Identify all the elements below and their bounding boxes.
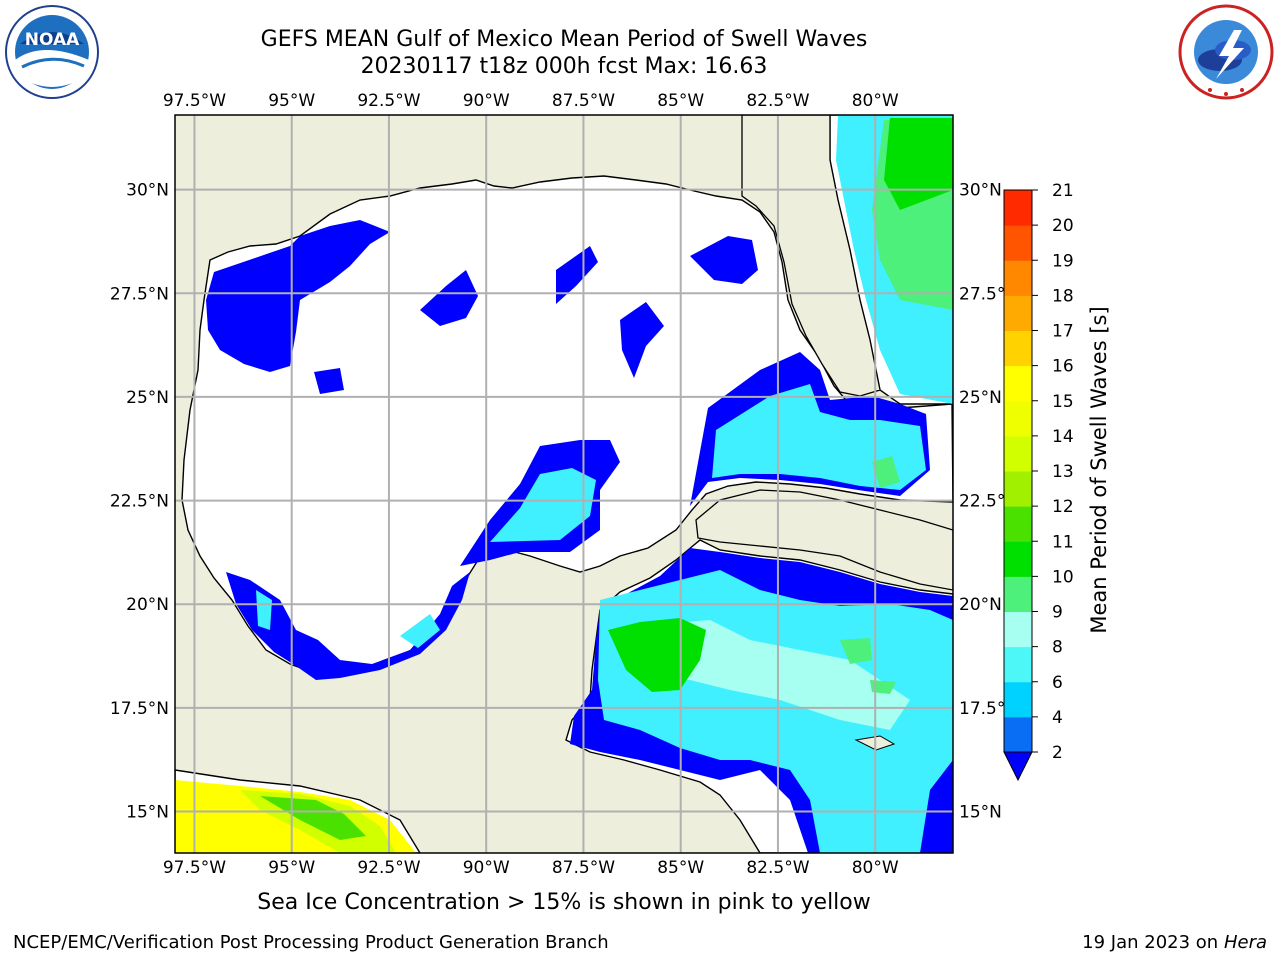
latitude-label: 22.5°N xyxy=(959,492,1018,512)
florida-peninsula xyxy=(741,115,881,397)
colorbar-swatch xyxy=(1004,541,1032,577)
graticule xyxy=(175,115,953,853)
cyan-region-yucatan xyxy=(490,468,596,542)
svg-text:NOAA: NOAA xyxy=(25,30,80,50)
colorbar-tick-label: 19 xyxy=(1052,251,1074,271)
noaa-logo: NOAA xyxy=(2,4,102,100)
latitude-labels-right: 30°N 27.5°N 25°N 22.5°N 20°N 17.5°N 15°N xyxy=(959,181,1018,823)
longitude-label: 80°W xyxy=(852,91,899,111)
longitude-label: 80°W xyxy=(852,858,899,878)
cuba-island xyxy=(695,489,953,591)
colorbar-tick-label: 17 xyxy=(1052,322,1074,342)
longitude-label: 87.5°W xyxy=(552,91,615,111)
colorbar-tick-label: 4 xyxy=(1052,708,1063,728)
longitude-label: 85°W xyxy=(657,858,704,878)
colorbar-tick-label: 21 xyxy=(1052,181,1074,201)
longitude-label: 85°W xyxy=(657,91,704,111)
sea-ice-caption: Sea Ice Concentration > 15% is shown in … xyxy=(257,890,871,915)
colorbar-tick-label: 13 xyxy=(1052,462,1074,482)
colorbar-swatch xyxy=(1004,400,1032,437)
colorbar-tick-label: 11 xyxy=(1052,532,1074,552)
latitude-label: 30°N xyxy=(959,181,1002,201)
colorbar-swatch xyxy=(1004,506,1032,542)
colorbar-tick-label: 12 xyxy=(1052,497,1074,517)
colorbar-tick-label: 6 xyxy=(1052,673,1063,693)
colorbar-swatch xyxy=(1004,190,1032,226)
latitude-label: 22.5°N xyxy=(110,492,169,512)
latitude-label: 17.5°N xyxy=(110,699,169,719)
map-title: GEFS MEAN Gulf of Mexico Mean Period of … xyxy=(260,27,868,52)
low-period-region-western-shelf xyxy=(206,220,390,372)
footer-host: Hera xyxy=(1223,932,1267,953)
colorbar-tick-label: 15 xyxy=(1052,392,1074,412)
colorbar-tick-label: 8 xyxy=(1052,638,1063,658)
longitude-label: 92.5°W xyxy=(357,91,420,111)
colorbar-swatch xyxy=(1004,576,1032,612)
low-period-region-bay-of-campeche xyxy=(226,572,470,680)
colorbar-swatch xyxy=(1004,260,1032,296)
light-green-region-caribbean xyxy=(840,638,896,694)
longitude-label: 82.5°W xyxy=(746,858,809,878)
footer-credit: NCEP/EMC/Verification Post Processing Pr… xyxy=(13,932,609,953)
green-region-pacific xyxy=(260,796,366,840)
colorbar-swatch xyxy=(1004,295,1032,331)
longitude-labels-top: 97.5°W 95°W 92.5°W 90°W 87.5°W 85°W 82.5°W 80°W xyxy=(163,91,899,111)
colorbar-swatch xyxy=(1004,646,1032,683)
latitude-label: 25°N xyxy=(126,388,169,408)
green-region-atlantic xyxy=(884,118,953,210)
colorbar-swatch xyxy=(1004,365,1032,402)
colorbar-tick-label: 2 xyxy=(1052,743,1063,763)
map-frame xyxy=(174,114,954,854)
colorbar-swatch xyxy=(1004,611,1032,648)
latitude-label: 25°N xyxy=(959,388,1002,408)
latitude-label: 15°N xyxy=(959,803,1002,823)
footer-date-text: 19 Jan 2023 on xyxy=(1082,932,1224,953)
longitude-label: 95°W xyxy=(268,91,315,111)
colorbar-tick-label: 10 xyxy=(1052,567,1074,587)
footer-date: 19 Jan 2023 on Hera xyxy=(1082,932,1267,953)
colorbar: 2 4 6 8 9 10 11 12 13 14 15 16 17 18 19 20 21 xyxy=(1003,181,1074,782)
longitude-label: 90°W xyxy=(463,858,510,878)
latitude-label: 27.5°N xyxy=(959,284,1018,304)
longitude-label: 97.5°W xyxy=(163,91,226,111)
colorbar-tick-label: 16 xyxy=(1052,357,1074,377)
low-period-region-central-blobs xyxy=(314,236,758,394)
latitude-label: 15°N xyxy=(126,803,169,823)
colorbar-extend-min xyxy=(1003,751,1033,782)
colorbar-swatch xyxy=(1004,330,1032,367)
colorbar-label: Mean Period of Swell Waves [s] xyxy=(1087,306,1111,633)
colorbar-tick-label: 20 xyxy=(1052,216,1074,236)
latitude-label: 20°N xyxy=(126,595,169,615)
colorbar-tick-label: 9 xyxy=(1052,603,1063,623)
longitude-labels-bottom: 97.5°W 95°W 92.5°W 90°W 87.5°W 85°W 82.5°W 80°W xyxy=(163,858,899,878)
nws-logo xyxy=(1176,4,1276,100)
latitude-label: 27.5°N xyxy=(110,284,169,304)
colorbar-swatch xyxy=(1004,681,1032,718)
colorbar-swatch xyxy=(1004,471,1032,507)
map-subtitle: 20230117 t18z 000h fcst Max: 16.63 xyxy=(360,54,768,79)
latitude-labels-left: 30°N 27.5°N 25°N 22.5°N 20°N 17.5°N 15°N xyxy=(110,181,169,823)
cyan-region-campeche xyxy=(256,590,440,648)
colorbar-swatch xyxy=(1004,435,1032,472)
latitude-label: 20°N xyxy=(959,595,1002,615)
latitude-label: 17.5°N xyxy=(959,699,1018,719)
colorbar-swatch xyxy=(1004,716,1032,753)
longitude-label: 95°W xyxy=(268,858,315,878)
longitude-label: 97.5°W xyxy=(163,858,226,878)
colorbar-swatch xyxy=(1004,225,1032,261)
longitude-label: 82.5°W xyxy=(746,91,809,111)
swell-period-field xyxy=(175,115,953,853)
gulf-of-mexico xyxy=(181,175,953,673)
longitude-label: 92.5°W xyxy=(357,858,420,878)
longitude-label: 90°W xyxy=(463,91,510,111)
green-region-florida-straits xyxy=(872,456,900,488)
map-area xyxy=(175,115,953,853)
latitude-label: 30°N xyxy=(126,181,169,201)
longitude-label: 87.5°W xyxy=(552,858,615,878)
colorbar-tick-label: 18 xyxy=(1052,286,1074,306)
colorbar-tick-label: 14 xyxy=(1052,427,1074,447)
